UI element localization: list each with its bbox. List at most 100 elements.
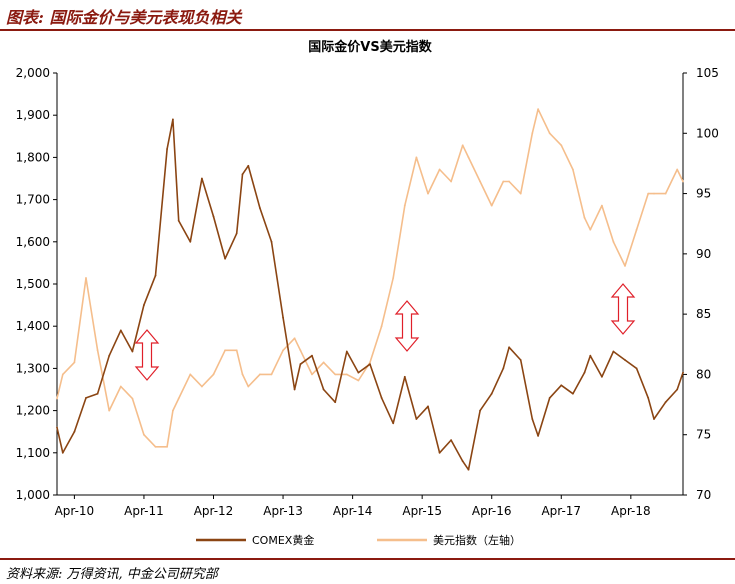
x-tick-label: Apr-16 (472, 504, 512, 518)
gold-price-point (572, 392, 574, 395)
x-tick-label: Apr-10 (55, 504, 95, 518)
chart: 国际金价VS美元指数 1,000 1,100 1,200 1,300 1,400 1,50… (16, 39, 719, 547)
gold-price-point (612, 350, 615, 353)
dollar-index-point (212, 373, 215, 376)
series-lines (56, 108, 684, 471)
gold-price-point (450, 439, 452, 441)
dollar-index-point (224, 349, 227, 352)
up-down-arrow-icon (610, 283, 636, 335)
legend: COMEX黄金 美元指数（左轴） (196, 533, 521, 547)
dollar-index-point (450, 180, 452, 183)
gold-price-point (624, 359, 626, 361)
dollar-index-point (247, 385, 250, 388)
dollar-index-point (56, 397, 58, 400)
y-right-tick-label: 70 (696, 488, 711, 502)
source-note: 资料来源: 万得资讯, 中金公司研究部 (6, 567, 218, 582)
dollar-index-point (519, 192, 522, 195)
dollar-index-point (322, 361, 325, 364)
gold-price-point (531, 418, 534, 420)
dollar-index-point (635, 228, 638, 231)
gold-price-point (537, 435, 539, 437)
dollar-index-point (624, 265, 626, 267)
gold-price-point (143, 304, 145, 306)
gold-price-point (415, 418, 418, 420)
y-left-tick-label: 1,900 (16, 108, 50, 122)
dollar-index-point (415, 156, 418, 159)
dollar-index-point (61, 373, 64, 376)
dollar-index-point (438, 168, 441, 171)
gold-price-point (299, 363, 302, 366)
dollar-index-point (531, 132, 534, 135)
gold-price-point (334, 401, 337, 404)
dollar-index-point (537, 108, 539, 111)
dollar-index-point (583, 216, 586, 219)
dollar-index-point (241, 373, 244, 376)
dollar-index-point (601, 204, 603, 207)
gold-price-point (589, 354, 592, 357)
dollar-index-point (427, 192, 429, 195)
gold-price-point (438, 451, 441, 454)
up-down-arrow-icon (134, 329, 160, 381)
dollar-index-point (612, 240, 615, 243)
dollar-index-point (403, 204, 406, 207)
gold-price-point (345, 350, 348, 353)
gold-price-point (380, 397, 383, 399)
legend-gold-label: COMEX黄金 (252, 533, 314, 547)
gold-price-point (293, 388, 296, 391)
dollar-index-line (56, 108, 684, 448)
x-tick-label: Apr-18 (611, 504, 651, 518)
dollar-index-point (177, 397, 180, 400)
dollar-index-point (282, 349, 284, 352)
gold-price-point (189, 240, 192, 243)
gold-price-point (479, 409, 481, 412)
y-right-tick-label: 90 (696, 247, 711, 261)
chart-title: 国际金价VS美元指数 (308, 39, 432, 55)
y-left-tick-label: 1,100 (16, 446, 50, 460)
gold-price-point (108, 354, 111, 357)
dollar-index-point (172, 409, 174, 412)
dollar-index-point (131, 397, 134, 400)
gold-price-point (56, 426, 58, 429)
y-left-tick-label: 1,600 (16, 235, 50, 249)
dollar-index-point (560, 144, 563, 147)
gold-price-point (172, 118, 174, 121)
gold-price-point (357, 371, 360, 374)
gold-price-point (166, 148, 169, 150)
dollar-index-point (653, 192, 655, 195)
y-left-tick-label: 2,000 (16, 66, 50, 80)
dollar-index-point (380, 325, 383, 328)
gold-price-point (508, 346, 510, 349)
dollar-index-point (508, 180, 510, 183)
y-right-tick-label: 105 (696, 66, 719, 80)
y-right-tick-label: 75 (696, 428, 711, 442)
gold-price-point (664, 401, 667, 404)
axes: 1,000 1,100 1,200 1,300 1,400 1,500 1,600 1,700… (16, 66, 719, 518)
dollar-index-point (119, 385, 122, 388)
gold-price-point (583, 371, 586, 374)
dollar-index-point (73, 361, 76, 364)
dollar-index-point (299, 349, 302, 352)
gold-price-point (282, 316, 284, 319)
y-right-tick-label: 80 (696, 367, 711, 381)
y-left-tick-label: 1,300 (16, 361, 50, 375)
dollar-index-point (189, 373, 192, 376)
dollar-index-point (293, 337, 296, 340)
dollar-index-point (357, 379, 360, 382)
dollar-index-point (467, 156, 470, 159)
dollar-index-point (369, 361, 371, 364)
dollar-index-point (96, 349, 99, 352)
y-left-tick-label: 1,400 (16, 319, 50, 333)
gold-price-point (201, 177, 203, 180)
dollar-index-point (235, 349, 238, 352)
y-right-tick-label: 100 (696, 126, 719, 140)
gold-price-point (427, 405, 429, 408)
dollar-index-point (392, 277, 395, 279)
dollar-index-point (682, 180, 684, 183)
y-right-tick-label: 85 (696, 307, 711, 321)
dollar-index-point (479, 180, 481, 183)
dollar-index-point (334, 373, 337, 376)
gold-price-point (119, 329, 122, 332)
x-tick-label: Apr-17 (541, 504, 581, 518)
gold-price-point (519, 359, 522, 361)
gold-price-point (461, 460, 464, 463)
